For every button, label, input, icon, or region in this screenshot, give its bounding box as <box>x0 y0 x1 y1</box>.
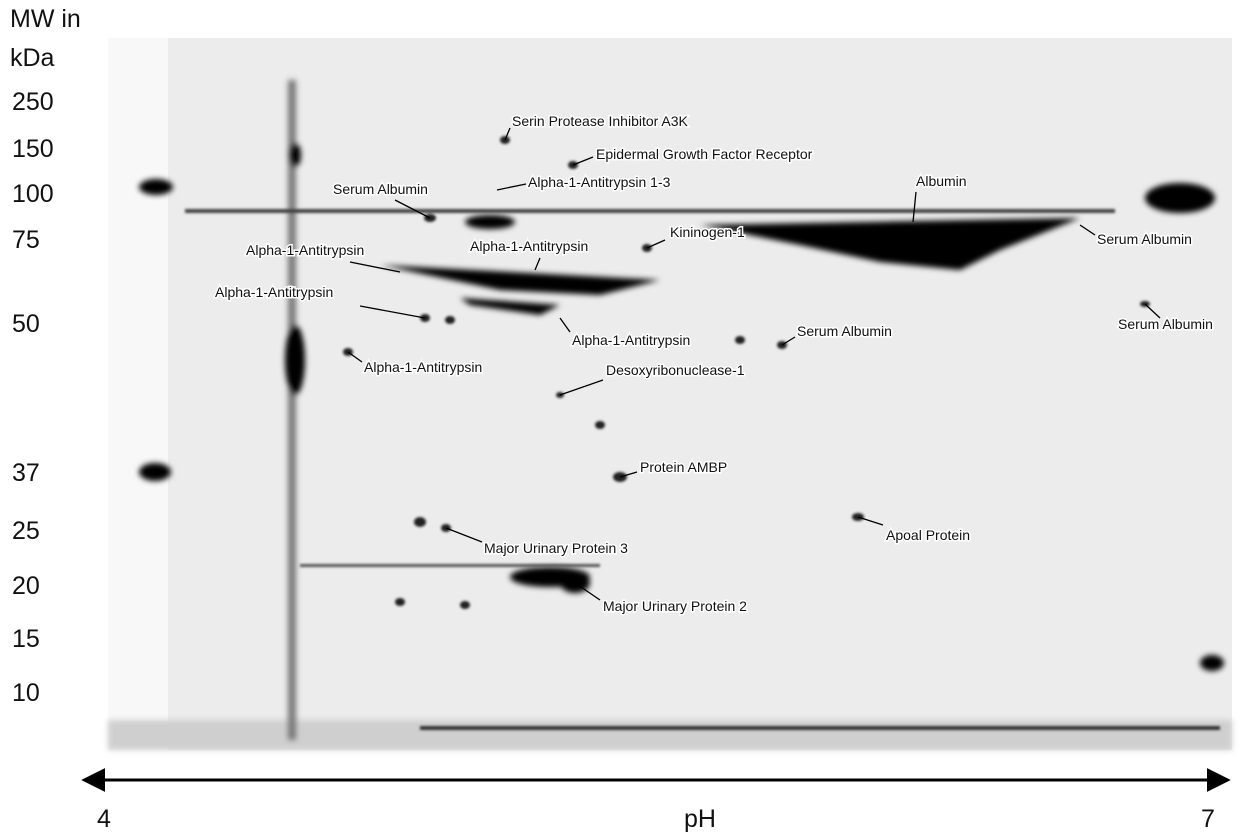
mw-marker: 20 <box>12 572 40 600</box>
annotation: Serum Albumin <box>1097 231 1192 247</box>
annotation: Alpha-1-Antitrypsin <box>572 332 690 348</box>
ph-label: pH <box>684 805 716 833</box>
annotation: Alpha-1-Antitrypsin <box>470 238 588 254</box>
ph-max: 7 <box>1201 805 1215 833</box>
mw-title: kDa <box>10 44 55 72</box>
mw-title: MW in <box>10 5 81 33</box>
mw-marker: 150 <box>12 135 54 163</box>
gel-figure: MW in kDa 4 pH 7 250 150 100 75 50 37 25 20 15 10… <box>0 0 1242 833</box>
mw-marker: 100 <box>12 180 54 208</box>
annotation: Protein AMBP <box>640 459 727 475</box>
annotation: Serum Albumin <box>1118 316 1213 332</box>
ph-min: 4 <box>97 805 111 833</box>
mw-marker: 250 <box>12 88 54 116</box>
annotation: Albumin <box>916 173 967 189</box>
annotation: Alpha-1-Antitrypsin 1-3 <box>528 174 671 190</box>
gel <box>108 38 1232 750</box>
mw-marker: 37 <box>12 459 40 487</box>
annotation: Alpha-1-Antitrypsin <box>215 284 333 300</box>
annotation: Major Urinary Protein 3 <box>484 540 628 556</box>
annotation: Serin Protease Inhibitor A3K <box>512 113 689 129</box>
mw-marker: 25 <box>12 517 40 545</box>
annotation: Alpha-1-Antitrypsin <box>246 242 364 258</box>
mw-marker: 10 <box>12 679 40 707</box>
annotation: Epidermal Growth Factor Receptor <box>596 146 813 162</box>
annotation: Apoal Protein <box>886 527 970 543</box>
mw-marker: 50 <box>12 310 40 338</box>
annotation: Desoxyribonuclease-1 <box>606 362 745 378</box>
annotation: Major Urinary Protein 2 <box>603 598 747 614</box>
annotation: Serum Albumin <box>797 323 892 339</box>
annotation: Serum Albumin <box>333 181 428 197</box>
page: MW in kDa 4 pH 7 250 150 100 75 50 37 25 20 15 10… <box>0 0 1242 833</box>
mw-marker: 15 <box>12 625 40 653</box>
annotation: Kininogen-1 <box>670 224 745 240</box>
mw-marker: 75 <box>12 226 40 254</box>
annotation: Alpha-1-Antitrypsin <box>364 359 482 375</box>
